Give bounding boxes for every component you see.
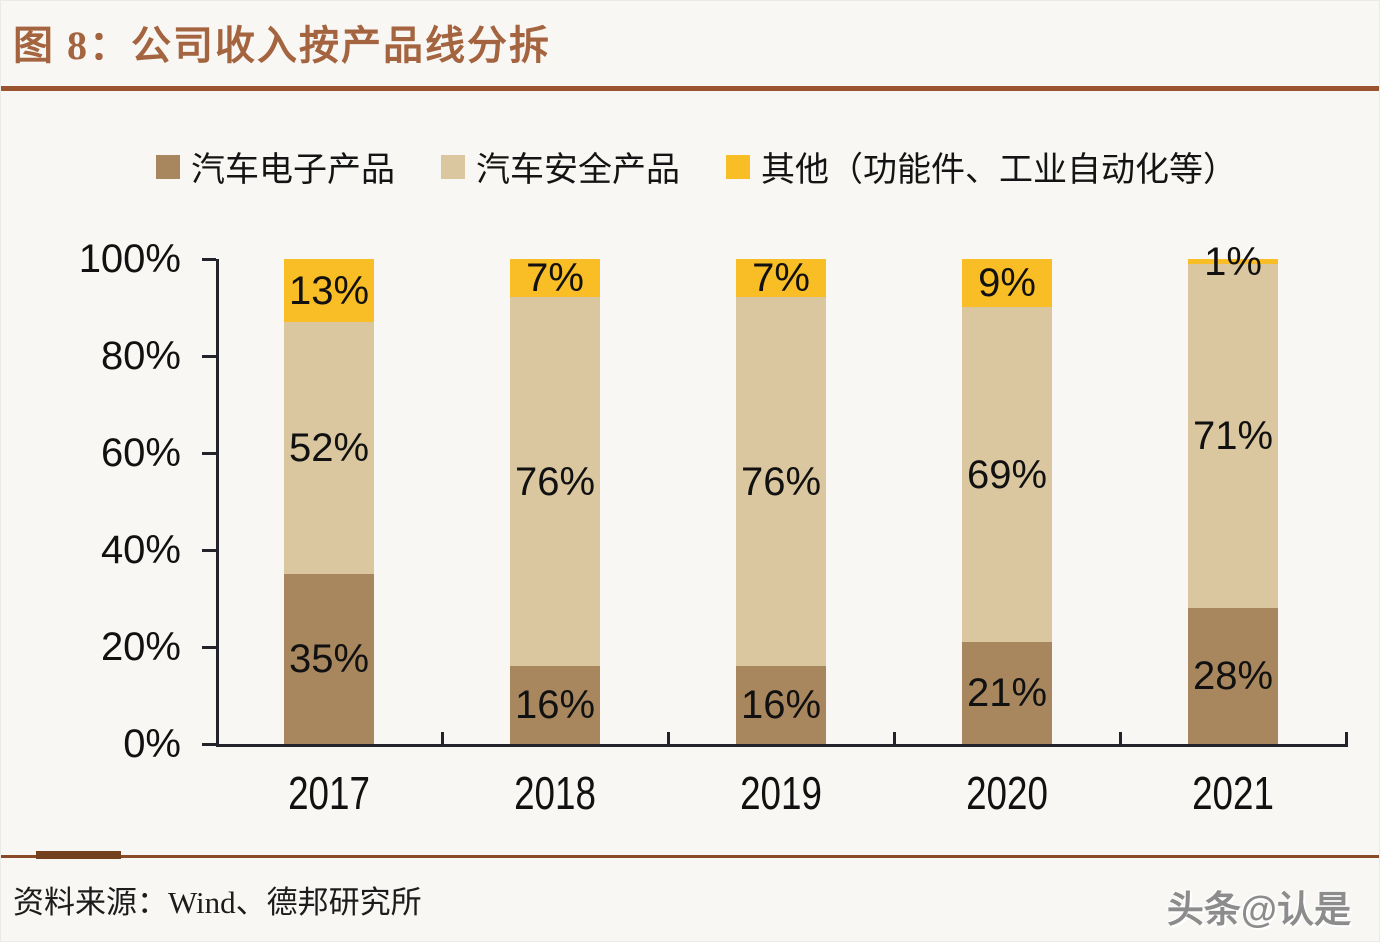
- bar-value-label: 1%: [1204, 239, 1262, 284]
- source-note: 资料来源：Wind、德邦研究所: [13, 885, 422, 920]
- legend-item: 汽车安全产品: [441, 142, 680, 191]
- bar-value-label: 9%: [978, 261, 1036, 305]
- x-axis-tick: [666, 732, 670, 747]
- x-axis-label: 2017: [288, 767, 370, 819]
- y-axis-line: [216, 259, 219, 747]
- bar-value-label: 69%: [966, 452, 1048, 497]
- legend-item: 汽车电子产品: [156, 142, 395, 191]
- bar-value-label: 13%: [288, 268, 370, 313]
- bar-value-label: 71%: [1192, 414, 1274, 458]
- bar-segment-2019: 16%: [736, 666, 826, 744]
- x-axis-tick: [1118, 732, 1122, 747]
- y-axis-tick: [202, 354, 216, 358]
- bar-segment-2018: 76%: [510, 297, 600, 666]
- bar-segment-2021: 28%: [1188, 608, 1278, 744]
- bar-value-label: 35%: [288, 637, 370, 681]
- bar-value-label: 21%: [966, 671, 1048, 715]
- footer-divider-accent: [36, 851, 121, 859]
- footer-divider: [1, 855, 1379, 858]
- bar-value-label: 76%: [514, 459, 596, 504]
- bar-segment-2020: 9%: [962, 259, 1052, 307]
- legend-swatch: [726, 154, 750, 179]
- bar-segment-2018: 16%: [510, 666, 600, 744]
- bar-value-label: 52%: [288, 426, 370, 470]
- chart-plot-area: 0% 20% 40% 60% 80% 100% 35% 52% 13% 2017 16% 76% 7% 2…: [79, 237, 1348, 819]
- y-axis-tick: [202, 742, 216, 746]
- x-axis-label: 2020: [966, 767, 1048, 819]
- bar-value-label: 7%: [752, 256, 810, 300]
- bar-value-label: 28%: [1192, 654, 1274, 698]
- y-tick-label: 40%: [100, 528, 181, 572]
- bar-segment-2020: 21%: [962, 642, 1052, 744]
- bar-segment-2017: 52%: [284, 322, 374, 574]
- chart-legend: 汽车电子产品 汽车安全产品 其他（功能件、工业自动化等）: [156, 142, 1237, 191]
- title-divider: [1, 86, 1379, 91]
- y-tick-label: 80%: [100, 334, 181, 378]
- legend-label: 汽车安全产品: [476, 152, 680, 189]
- y-tick-label: 0%: [123, 722, 181, 766]
- x-axis-line: [216, 744, 1346, 747]
- legend-item: 其他（功能件、工业自动化等）: [726, 142, 1237, 191]
- figure-title: 图 8：公司收入按产品线分拆: [13, 23, 551, 68]
- y-axis-tick: [202, 548, 216, 552]
- bar-segment-2017: 13%: [284, 259, 374, 322]
- y-tick-label: 60%: [100, 431, 181, 475]
- x-axis-tick: [1344, 732, 1348, 747]
- x-axis-label: 2019: [740, 767, 822, 819]
- legend-label: 其他（功能件、工业自动化等）: [761, 152, 1237, 189]
- legend-swatch: [156, 154, 180, 179]
- x-axis-tick: [440, 732, 444, 747]
- bar-value-label: 16%: [514, 683, 596, 727]
- y-axis-tick: [202, 257, 216, 261]
- bar-segment-2021: 1%: [1188, 242, 1278, 282]
- x-axis-label: 2021: [1192, 767, 1274, 819]
- bar-value-label: 76%: [740, 459, 822, 504]
- y-axis-tick: [202, 645, 216, 649]
- x-axis-label: 2018: [514, 767, 596, 819]
- bar-segment-2020: 69%: [962, 307, 1052, 642]
- legend-swatch: [441, 154, 465, 179]
- bar-segment-2019: 76%: [736, 297, 826, 666]
- y-axis-tick: [202, 451, 216, 455]
- bar-value-label: 7%: [526, 256, 584, 300]
- x-axis-tick: [892, 732, 896, 747]
- legend-label: 汽车电子产品: [191, 152, 395, 189]
- y-tick-label: 100%: [78, 237, 181, 281]
- y-tick-label: 20%: [100, 625, 181, 669]
- bar-value-label: 16%: [740, 683, 822, 727]
- bar-segment-2021: 71%: [1188, 264, 1278, 608]
- bar-segment-2018: 7%: [510, 256, 600, 300]
- bar-segment-2017: 35%: [284, 574, 374, 744]
- bar-segment-2019: 7%: [736, 256, 826, 300]
- watermark-text: 头条@认是: [1166, 889, 1351, 930]
